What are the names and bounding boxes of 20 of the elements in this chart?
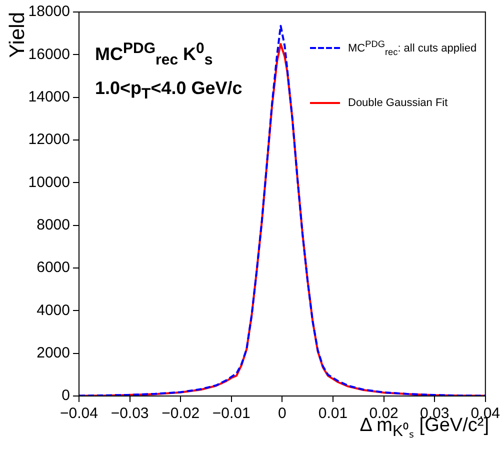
y-tick-label: 2000 xyxy=(36,344,70,362)
y-tick-label: 6000 xyxy=(36,259,70,276)
y-tick-label: 14000 xyxy=(28,88,70,106)
x-tick-label: 0 xyxy=(278,405,286,422)
y-tick-label: 12000 xyxy=(28,131,70,148)
y-tick-label: 8000 xyxy=(36,216,70,234)
legend-label: Double Gaussian Fit xyxy=(348,96,448,108)
y-tick-label: 16000 xyxy=(28,46,70,63)
x-tick-label: 0.01 xyxy=(318,405,348,422)
x-tick-label: −0.03 xyxy=(110,405,149,422)
y-tick-label: 4000 xyxy=(36,302,70,319)
annotation: 1.0<p$_{T}$<4.0 GeV/c xyxy=(95,78,242,103)
x-tick-label: −0.04 xyxy=(60,405,98,422)
x-tick-label: −0.02 xyxy=(162,405,200,422)
y-tick-label: 18000 xyxy=(28,3,70,20)
y-tick-label: 0 xyxy=(62,387,70,404)
y-tick-label: 10000 xyxy=(28,174,70,191)
y-axis-title: Yield xyxy=(6,12,29,58)
x-tick-label: −0.01 xyxy=(212,405,250,422)
legend-label: MC$^{PDG}$$_{rec}$: all cuts applied xyxy=(348,38,477,56)
